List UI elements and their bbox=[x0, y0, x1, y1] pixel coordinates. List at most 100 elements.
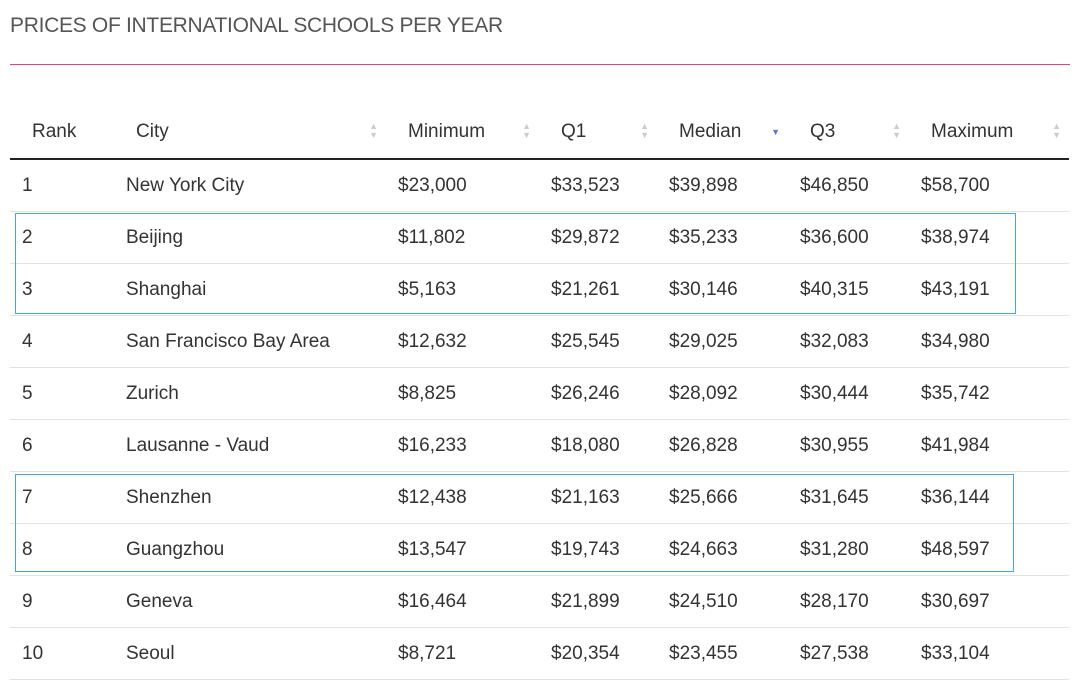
sort-icon[interactable]: ▲ ▼ bbox=[1052, 121, 1061, 140]
cell-q1: $33,523 bbox=[539, 159, 657, 212]
column-header-label: Maximum bbox=[931, 121, 1014, 142]
cell-minimum: $16,233 bbox=[386, 419, 539, 472]
cell-q3: $46,850 bbox=[788, 159, 909, 212]
table-row: 9 Geneva $16,464 $21,899 $24,510 $28,170 $30,6… bbox=[10, 575, 1069, 628]
cell-q1: $18,080 bbox=[539, 419, 657, 472]
cell-city: San Francisco Bay Area bbox=[114, 315, 386, 368]
cell-maximum: $38,974 bbox=[909, 211, 1069, 264]
cell-minimum: $8,825 bbox=[386, 367, 539, 420]
cell-maximum: $43,191 bbox=[909, 263, 1069, 316]
cell-city: Shenzhen bbox=[114, 471, 386, 524]
cell-median: $26,828 bbox=[657, 419, 788, 472]
cell-q1: $20,354 bbox=[539, 627, 657, 680]
cell-city: Seoul bbox=[114, 627, 386, 680]
cell-minimum: $12,632 bbox=[386, 315, 539, 368]
cell-rank: 9 bbox=[10, 575, 114, 628]
cell-maximum: $35,742 bbox=[909, 367, 1069, 420]
table-row: 1 New York City $23,000 $33,523 $39,898 $46,8… bbox=[10, 159, 1069, 212]
table-row: 6 Lausanne - Vaud $16,233 $18,080 $26,828 $30… bbox=[10, 419, 1069, 472]
cell-median: $23,455 bbox=[657, 627, 788, 680]
cell-rank: 5 bbox=[10, 367, 114, 420]
column-header-rank: Rank bbox=[10, 106, 114, 160]
cell-minimum: $8,721 bbox=[386, 627, 539, 680]
column-header-label: Q1 bbox=[561, 121, 587, 142]
table-row: 5 Zurich $8,825 $26,246 $28,092 $30,444 $35,74… bbox=[10, 367, 1069, 420]
column-header-label: City bbox=[136, 121, 169, 142]
cell-median: $39,898 bbox=[657, 159, 788, 212]
cell-maximum: $36,144 bbox=[909, 471, 1069, 524]
cell-q3: $31,645 bbox=[788, 471, 909, 524]
cell-q3: $30,955 bbox=[788, 419, 909, 472]
column-header-city[interactable]: City ▲ ▼ bbox=[114, 106, 386, 160]
column-header-label: Median bbox=[679, 121, 742, 142]
cell-q3: $28,170 bbox=[788, 575, 909, 628]
cell-minimum: $12,438 bbox=[386, 471, 539, 524]
cell-q3: $40,315 bbox=[788, 263, 909, 316]
column-header-median[interactable]: Median ▼ bbox=[657, 106, 788, 160]
cell-maximum: $58,700 bbox=[909, 159, 1069, 212]
cell-minimum: $16,464 bbox=[386, 575, 539, 628]
cell-median: $25,666 bbox=[657, 471, 788, 524]
cell-maximum: $30,697 bbox=[909, 575, 1069, 628]
cell-rank: 6 bbox=[10, 419, 114, 472]
cell-city: Zurich bbox=[114, 367, 386, 420]
table-row: 2 Beijing $11,802 $29,872 $35,233 $36,600 $38,… bbox=[10, 211, 1069, 264]
cell-rank: 8 bbox=[10, 523, 114, 576]
cell-city: Guangzhou bbox=[114, 523, 386, 576]
cell-q1: $29,872 bbox=[539, 211, 657, 264]
cell-q1: $21,261 bbox=[539, 263, 657, 316]
cell-median: $28,092 bbox=[657, 367, 788, 420]
column-header-q1[interactable]: Q1 ▲ ▼ bbox=[539, 106, 657, 160]
column-header-label: Minimum bbox=[408, 121, 486, 142]
cell-q1: $19,743 bbox=[539, 523, 657, 576]
column-header-maximum[interactable]: Maximum ▲ ▼ bbox=[909, 106, 1069, 160]
cell-city: Geneva bbox=[114, 575, 386, 628]
column-header-minimum[interactable]: Minimum ▲ ▼ bbox=[386, 106, 539, 160]
sort-icon[interactable]: ▲ ▼ bbox=[369, 121, 378, 140]
sort-icon[interactable]: ▲ ▼ bbox=[892, 121, 901, 140]
cell-median: $35,233 bbox=[657, 211, 788, 264]
cell-q1: $21,899 bbox=[539, 575, 657, 628]
cell-q1: $26,246 bbox=[539, 367, 657, 420]
cell-maximum: $33,104 bbox=[909, 627, 1069, 680]
column-header-label: Rank bbox=[32, 121, 77, 142]
cell-city: New York City bbox=[114, 159, 386, 212]
cell-city: Beijing bbox=[114, 211, 386, 264]
cell-rank: 4 bbox=[10, 315, 114, 368]
cell-rank: 10 bbox=[10, 627, 114, 680]
header-row: Rank City ▲ ▼ Minimum ▲ ▼ Q1 ▲ ▼ Median ▼ Q3 ▲ ▼ Maximu… bbox=[10, 106, 1069, 160]
cell-q3: $27,538 bbox=[788, 627, 909, 680]
sort-descending-icon[interactable]: ▼ bbox=[771, 127, 780, 137]
cell-minimum: $5,163 bbox=[386, 263, 539, 316]
cell-median: $24,663 bbox=[657, 523, 788, 576]
cell-rank: 1 bbox=[10, 159, 114, 212]
cell-q1: $21,163 bbox=[539, 471, 657, 524]
sort-icon[interactable]: ▲ ▼ bbox=[522, 121, 531, 140]
cell-q3: $31,280 bbox=[788, 523, 909, 576]
table-row: 4 San Francisco Bay Area $12,632 $25,545 $29… bbox=[10, 315, 1069, 368]
column-header-q3[interactable]: Q3 ▲ ▼ bbox=[788, 106, 909, 160]
cell-rank: 7 bbox=[10, 471, 114, 524]
table-row: 10 Seoul $8,721 $20,354 $23,455 $27,538 $33,10… bbox=[10, 627, 1069, 680]
cell-minimum: $11,802 bbox=[386, 211, 539, 264]
cell-q3: $32,083 bbox=[788, 315, 909, 368]
table-row: 3 Shanghai $5,163 $21,261 $30,146 $40,315 $43,… bbox=[10, 263, 1069, 316]
cell-median: $30,146 bbox=[657, 263, 788, 316]
column-header-label: Q3 bbox=[810, 121, 836, 142]
page-title: PRICES OF INTERNATIONAL SCHOOLS PER YEAR bbox=[10, 14, 503, 37]
title-divider bbox=[10, 64, 1070, 65]
cell-maximum: $34,980 bbox=[909, 315, 1069, 368]
table-row: 8 Guangzhou $13,547 $19,743 $24,663 $31,280 $4… bbox=[10, 523, 1069, 576]
cell-maximum: $48,597 bbox=[909, 523, 1069, 576]
cell-maximum: $41,984 bbox=[909, 419, 1069, 472]
sort-icon[interactable]: ▲ ▼ bbox=[640, 121, 649, 140]
cell-city: Lausanne - Vaud bbox=[114, 419, 386, 472]
cell-minimum: $13,547 bbox=[386, 523, 539, 576]
cell-q1: $25,545 bbox=[539, 315, 657, 368]
cell-median: $24,510 bbox=[657, 575, 788, 628]
cell-q3: $30,444 bbox=[788, 367, 909, 420]
prices-table: Rank City ▲ ▼ Minimum ▲ ▼ Q1 ▲ ▼ Median ▼ Q3 ▲ ▼ Maximu… bbox=[10, 106, 1069, 680]
cell-city: Shanghai bbox=[114, 263, 386, 316]
cell-median: $29,025 bbox=[657, 315, 788, 368]
table-row: 7 Shenzhen $12,438 $21,163 $25,666 $31,645 $36… bbox=[10, 471, 1069, 524]
